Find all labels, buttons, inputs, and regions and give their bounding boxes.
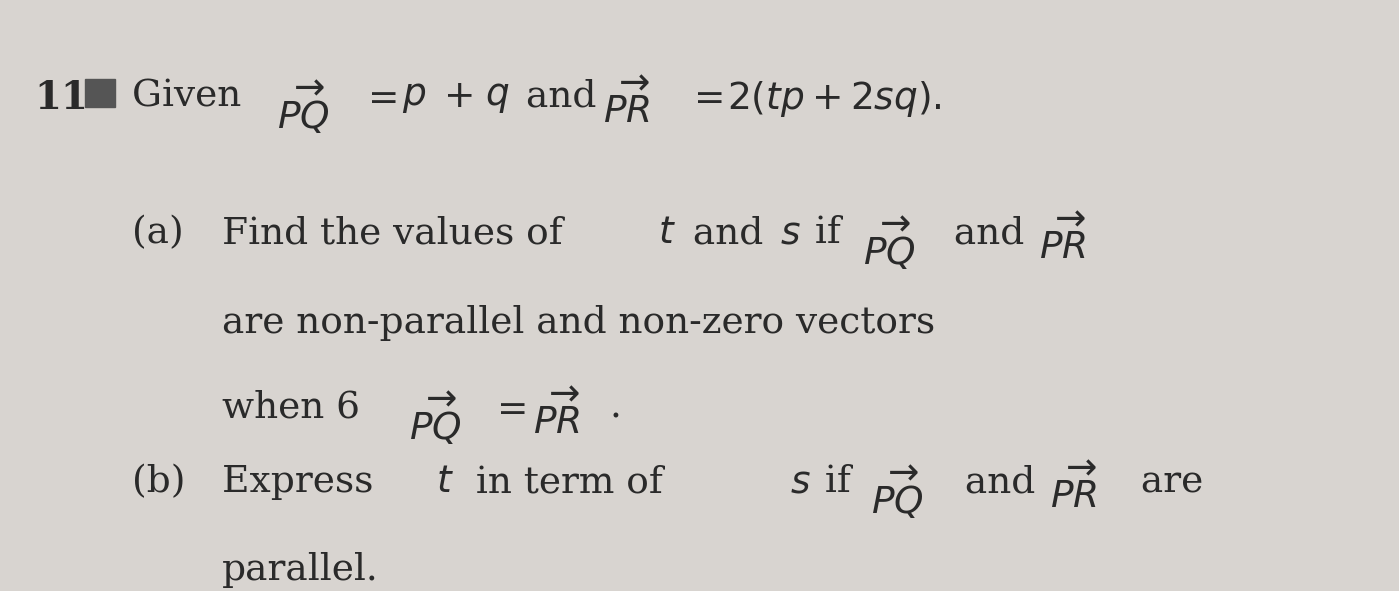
Text: and: and bbox=[942, 215, 1037, 251]
Text: and: and bbox=[681, 215, 775, 251]
Text: Given: Given bbox=[132, 79, 253, 115]
Text: and: and bbox=[526, 79, 609, 115]
Text: $\overrightarrow{PQ}$: $\overrightarrow{PQ}$ bbox=[409, 389, 462, 448]
Text: (a): (a) bbox=[132, 215, 183, 251]
Text: $\mathit{t}$: $\mathit{t}$ bbox=[658, 215, 676, 251]
Text: parallel.: parallel. bbox=[221, 551, 378, 587]
Bar bbox=[84, 79, 115, 107]
Text: Express: Express bbox=[221, 465, 385, 500]
Text: $+$: $+$ bbox=[443, 79, 473, 115]
Text: $\mathit{s}$: $\mathit{s}$ bbox=[789, 465, 810, 500]
Text: 11: 11 bbox=[35, 79, 88, 117]
Text: $\overrightarrow{PQ}$: $\overrightarrow{PQ}$ bbox=[872, 465, 923, 522]
Text: $\mathit{p}$: $\mathit{p}$ bbox=[402, 79, 425, 115]
Text: and: and bbox=[953, 465, 1046, 500]
Text: (b): (b) bbox=[132, 465, 185, 500]
Text: $\mathit{q}$: $\mathit{q}$ bbox=[485, 79, 509, 115]
Text: $2(\mathit{tp} + 2\mathit{sq}).$: $2(\mathit{tp} + 2\mathit{sq}).$ bbox=[727, 79, 942, 119]
Text: $\overrightarrow{PQ}$: $\overrightarrow{PQ}$ bbox=[277, 79, 330, 137]
Text: Find the values of: Find the values of bbox=[221, 215, 574, 251]
Text: $=$: $=$ bbox=[490, 389, 526, 426]
Text: are non-parallel and non-zero vectors: are non-parallel and non-zero vectors bbox=[221, 305, 935, 341]
Text: if: if bbox=[803, 215, 853, 251]
Text: when 6: when 6 bbox=[221, 389, 360, 426]
Text: $=$: $=$ bbox=[686, 79, 722, 115]
Text: $=$: $=$ bbox=[360, 79, 397, 115]
Text: $\overrightarrow{PR}$: $\overrightarrow{PR}$ bbox=[1049, 465, 1097, 516]
Text: $\mathit{t}$: $\mathit{t}$ bbox=[436, 465, 455, 500]
Text: $\overrightarrow{PR}$: $\overrightarrow{PR}$ bbox=[533, 389, 581, 441]
Text: $\overrightarrow{PR}$: $\overrightarrow{PR}$ bbox=[1039, 215, 1086, 267]
Text: $\overrightarrow{PQ}$: $\overrightarrow{PQ}$ bbox=[863, 215, 915, 273]
Text: are: are bbox=[1129, 465, 1203, 500]
Text: .: . bbox=[610, 389, 621, 426]
Text: in term of: in term of bbox=[464, 465, 674, 500]
Text: $\overrightarrow{PR}$: $\overrightarrow{PR}$ bbox=[603, 79, 649, 131]
Text: if: if bbox=[813, 465, 863, 500]
Text: $\mathit{s}$: $\mathit{s}$ bbox=[779, 215, 800, 251]
